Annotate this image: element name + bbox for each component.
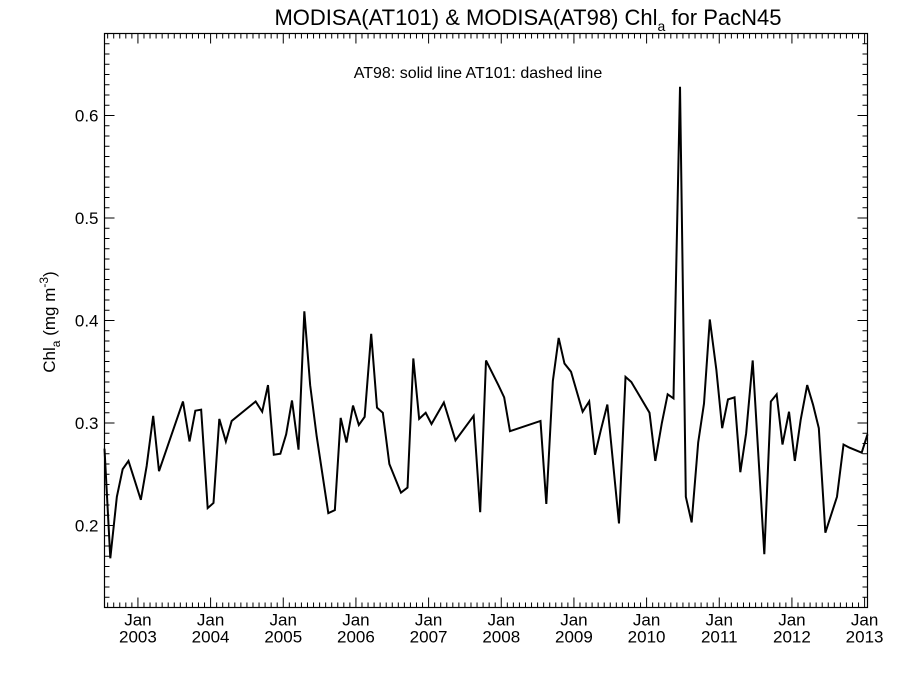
chart-title-main: MODISA(AT101) & MODISA(AT98) Chl	[274, 5, 657, 30]
x-tick-label-month: Jan	[778, 611, 805, 630]
x-tick-label-month: Jan	[270, 611, 297, 630]
legend-annotation: AT98: solid line AT101: dashed line	[354, 65, 603, 82]
x-tick-label-year: 2003	[119, 628, 157, 647]
x-tick-label-month: Jan	[342, 611, 369, 630]
x-tick-label-month: Jan	[633, 611, 660, 630]
x-tick-label-year: 2012	[773, 628, 811, 647]
y-axis-label-subscript: a	[49, 340, 63, 347]
x-tick-label-month: Jan	[706, 611, 733, 630]
y-tick-label: 0.2	[75, 517, 99, 536]
x-tick-label-month: Jan	[124, 611, 151, 630]
x-tick-label-year: 2004	[192, 628, 230, 647]
axis-tick-labels: 0.20.30.40.50.6Jan2003Jan2004Jan2005Jan2…	[75, 107, 884, 647]
x-tick-label-month: Jan	[851, 611, 878, 630]
y-tick-label: 0.4	[75, 312, 99, 331]
x-tick-label-year: 2009	[555, 628, 593, 647]
x-tick-label-year: 2010	[628, 628, 666, 647]
plot-frame	[103, 32, 869, 609]
x-tick-label-year: 2013	[846, 628, 884, 647]
x-tick-label-year: 2007	[410, 628, 448, 647]
y-axis-label-exponent: -3	[37, 277, 51, 288]
y-axis-label: Chla (mg m-3)	[37, 271, 63, 372]
y-axis-label-units: (mg m	[40, 288, 59, 341]
x-tick-label-year: 2008	[482, 628, 520, 647]
y-axis-label-close: )	[40, 271, 59, 277]
x-tick-label-year: 2011	[701, 628, 738, 647]
x-tick-label-year: 2005	[264, 628, 302, 647]
y-axis-label-main: Chl	[40, 347, 59, 373]
y-tick-label: 0.3	[75, 414, 99, 433]
axis-ticks	[104, 33, 868, 608]
x-tick-label-year: 2006	[337, 628, 375, 647]
chart-title: MODISA(AT101) & MODISA(AT98) Chla for Pa…	[274, 5, 781, 34]
x-tick-label-month: Jan	[197, 611, 224, 630]
x-tick-label-month: Jan	[415, 611, 442, 630]
chart-title-subscript: a	[658, 18, 666, 34]
y-tick-label: 0.5	[75, 209, 99, 228]
x-tick-label-month: Jan	[488, 611, 515, 630]
series-line-0	[103, 86, 869, 559]
y-tick-label: 0.6	[75, 107, 99, 126]
series-layer	[103, 86, 869, 559]
x-tick-label-month: Jan	[560, 611, 587, 630]
chart-title-rest: for PacN45	[665, 5, 781, 30]
